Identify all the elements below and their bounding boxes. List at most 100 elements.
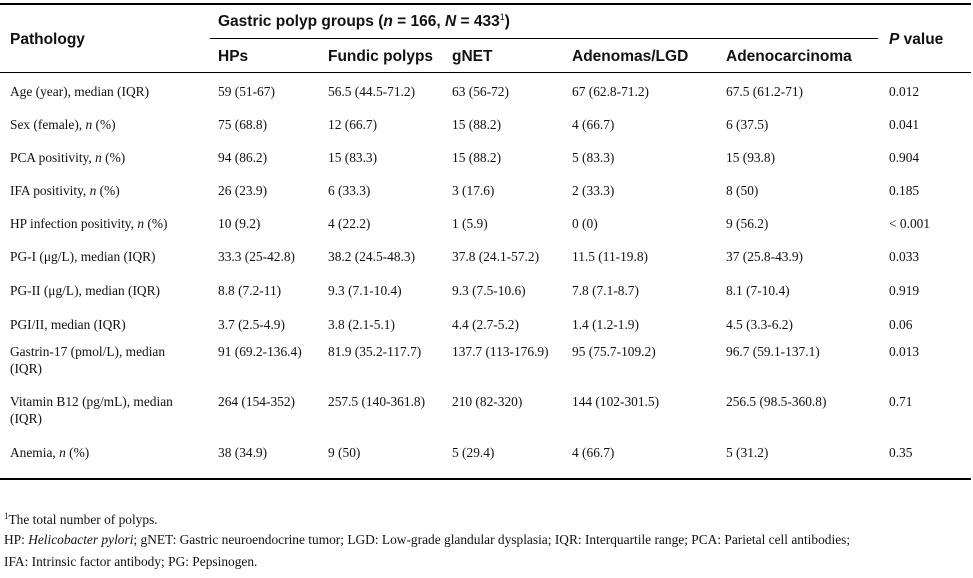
- row-label-continuation: (IQR): [10, 411, 42, 426]
- table-cell: 210 (82-320): [452, 394, 523, 409]
- row-label: Age (year), median (IQR): [0, 73, 218, 106]
- table-cell: 6 (37.5): [726, 117, 769, 132]
- row-label-text: Anemia,: [10, 445, 60, 460]
- table-cell: 137.7 (113-176.9): [452, 344, 549, 359]
- p-value-cell: 0.919: [889, 283, 920, 298]
- table-cell: 9 (56.2): [726, 216, 769, 231]
- table-cell: 63 (56-72): [452, 84, 509, 99]
- row-label-unit: (%): [144, 216, 168, 231]
- p-value-cell: 0.71: [889, 394, 913, 409]
- table-cell: 3.8 (2.1-5.1): [328, 317, 395, 332]
- row-label: PCA positivity, n (%): [0, 139, 218, 172]
- col-header-hps: HPs: [218, 48, 249, 65]
- col-header-adenomas-lgd: Adenomas/LGD: [572, 48, 689, 65]
- row-label-text: Vitamin B12 (pg/mL), median: [10, 394, 173, 409]
- table-cell: 15 (93.8): [726, 150, 776, 165]
- table-cell: 81.9 (35.2-117.7): [328, 344, 422, 359]
- table-cell: 7.8 (7.1-8.7): [572, 283, 639, 298]
- row-label-text: IFA positivity,: [10, 183, 90, 198]
- table-cell: 3.7 (2.5-4.9): [218, 317, 285, 332]
- table-row: PGI/II, median (IQR) 3.7 (2.5-4.9) 3.8 (2.…: [0, 306, 971, 339]
- table-cell: 96.7 (59.1-137.1): [726, 344, 820, 359]
- row-label-text: Sex (female),: [10, 117, 86, 132]
- table-cell: 0 (0): [572, 216, 598, 231]
- table-row: Anemia, n (%) 38 (34.9) 9 (50) 5 (29.4) 4 (6…: [0, 440, 971, 473]
- p-value-cell: 0.35: [889, 445, 913, 460]
- row-label: Gastrin-17 (pmol/L), median (IQR): [0, 339, 218, 389]
- table-cell: 4 (66.7): [572, 445, 615, 460]
- table-cell: 8.1 (7-10.4): [726, 283, 790, 298]
- table-cell: 4 (22.2): [328, 216, 371, 231]
- table-cell: 1 (5.9): [452, 216, 488, 231]
- group-title-prefix: Gastric polyp groups (: [218, 13, 384, 30]
- row-label-continuation: (IQR): [10, 361, 42, 376]
- N-footnote-mark: 1: [499, 12, 505, 22]
- p-variable: P: [889, 31, 900, 48]
- abbreviations-line-2: IFA: Intrinsic factor antibody; PG: Peps…: [4, 554, 258, 569]
- row-label-variable: n: [59, 445, 66, 460]
- data-table: Age (year), median (IQR) 59 (51-67) 56.5 (…: [0, 73, 971, 473]
- table-row: PG-II (μg/L), median (IQR) 8.8 (7.2-11) 9.…: [0, 272, 971, 306]
- row-label: Vitamin B12 (pg/mL), median (IQR): [0, 389, 218, 440]
- row-label-variable: n: [137, 216, 145, 231]
- p-value-cell: < 0.001: [889, 216, 931, 231]
- abbreviations-line-1: HP: Helicobacter pylori; gNET: Gastric n…: [4, 532, 850, 548]
- footnote-1-mark: 1: [4, 511, 9, 521]
- row-label: PGI/II, median (IQR): [0, 306, 218, 339]
- row-label: Sex (female), n (%): [0, 106, 218, 139]
- table-cell: 5 (83.3): [572, 150, 615, 165]
- table-cell: 256.5 (98.5-360.8): [726, 394, 827, 409]
- abbrev-rest: ; gNET: Gastric neuroendocrine tumor; LG…: [133, 532, 851, 547]
- group-underline: [210, 38, 878, 39]
- group-title-suffix: ): [504, 13, 510, 30]
- table-cell: 264 (154-352): [218, 394, 295, 409]
- header-bottom-rule: [0, 72, 971, 73]
- N-variable: N: [444, 13, 457, 30]
- table-row: IFA positivity, n (%) 26 (23.9) 6 (33.3) 3 …: [0, 172, 971, 205]
- table-row: Age (year), median (IQR) 59 (51-67) 56.5 (…: [0, 73, 971, 106]
- table-cell: 15 (83.3): [328, 150, 378, 165]
- row-label: HP infection positivity, n (%): [0, 205, 218, 238]
- group-header: Gastric polyp groups (n = 166, N = 4331): [218, 13, 510, 31]
- row-label-text: PG-I (μg/L), median (IQR): [10, 249, 156, 264]
- table-cell: 59 (51-67): [218, 84, 275, 99]
- abbrev-hp-label: HP:: [4, 532, 29, 547]
- p-value-cell: 0.185: [889, 183, 920, 198]
- table-cell: 4.4 (2.7-5.2): [452, 317, 519, 332]
- table-cell: 26 (23.9): [218, 183, 268, 198]
- table-cell: 15 (88.2): [452, 150, 502, 165]
- table-cell: 94 (86.2): [218, 150, 268, 165]
- p-value-cell: 0.904: [889, 150, 920, 165]
- col-header-gnet: gNET: [452, 48, 493, 65]
- row-label-text: PG-II (μg/L), median (IQR): [10, 283, 160, 298]
- row-label-variable: n: [95, 150, 102, 165]
- table-cell: 2 (33.3): [572, 183, 615, 198]
- table-cell: 67.5 (61.2-71): [726, 84, 803, 99]
- bottom-rule: [0, 478, 971, 480]
- table-cell: 257.5 (140-361.8): [328, 394, 426, 409]
- table-cell: 38.2 (24.5-48.3): [328, 249, 416, 264]
- table-cell: 38 (34.9): [218, 445, 268, 460]
- table-cell: 6 (33.3): [328, 183, 371, 198]
- table-cell: 67 (62.8-71.2): [572, 84, 649, 99]
- table-cell: 144 (102-301.5): [572, 394, 660, 409]
- table-cell: 15 (88.2): [452, 117, 502, 132]
- table-row: PG-I (μg/L), median (IQR) 33.3 (25-42.8) 3…: [0, 238, 971, 272]
- col-header-adenocarcinoma: Adenocarcinoma: [726, 48, 852, 65]
- table-cell: 9.3 (7.5-10.6): [452, 283, 526, 298]
- table-cell: 3 (17.6): [452, 183, 495, 198]
- n-variable: n: [383, 13, 393, 30]
- table-cell: 4.5 (3.3-6.2): [726, 317, 793, 332]
- row-label-text: PCA positivity,: [10, 150, 96, 165]
- table-cell: 4 (66.7): [572, 117, 615, 132]
- row-label-variable: n: [89, 183, 97, 198]
- p-value-cell: 0.012: [889, 84, 920, 99]
- table-cell: 10 (9.2): [218, 216, 261, 231]
- table-cell: 8.8 (7.2-11): [218, 283, 282, 298]
- n-equals: = 166,: [392, 13, 445, 30]
- table-row: PCA positivity, n (%) 94 (86.2) 15 (83.3) 1…: [0, 139, 971, 172]
- row-label-unit: (%): [96, 183, 120, 198]
- table-cell: 91 (69.2-136.4): [218, 344, 302, 359]
- top-rule: [0, 3, 971, 5]
- table-cell: 12 (66.7): [328, 117, 378, 132]
